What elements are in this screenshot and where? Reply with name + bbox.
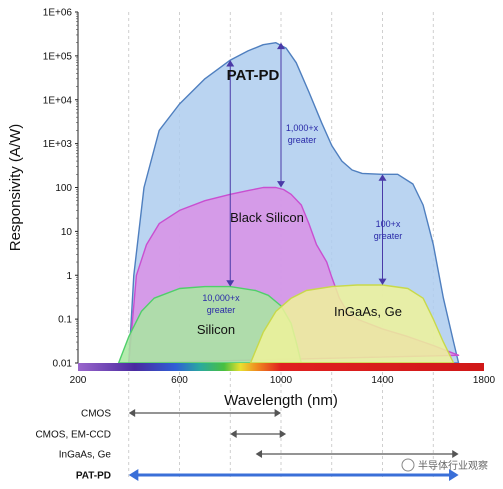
- x-tick-label: 200: [70, 375, 87, 386]
- ingaas-ge-range-label: InGaAs, Ge: [59, 450, 112, 461]
- y-tick-label: 0.01: [53, 359, 73, 370]
- annotation-label: greater: [374, 231, 403, 241]
- y-tick-label: 100: [55, 183, 72, 194]
- y-tick-label: 1: [66, 271, 72, 282]
- cmos-em-ccd-range-label: CMOS, EM-CCD: [35, 430, 111, 441]
- ingaas-ge-curve: [249, 284, 455, 364]
- range-arrowhead: [279, 430, 287, 438]
- annotation-label: 100+x: [376, 219, 401, 229]
- watermark-logo-icon: [401, 458, 415, 472]
- ingaas-ge-label: InGaAs, Ge: [334, 304, 402, 319]
- range-arrowhead: [128, 409, 136, 417]
- range-arrowhead: [128, 469, 139, 481]
- x-tick-label: 1400: [371, 375, 394, 386]
- y-tick-label: 1E+05: [43, 51, 73, 62]
- pat-pd-label: PAT-PD: [227, 67, 280, 84]
- y-tick-label: 0.1: [58, 315, 72, 326]
- annotation-arrowhead: [226, 280, 235, 287]
- y-tick-label: 1E+03: [43, 139, 73, 150]
- watermark-text: 半导体行业观察: [418, 459, 488, 472]
- y-tick-label: 1E+06: [43, 8, 73, 19]
- pat-pd-range-label: PAT-PD: [76, 471, 111, 482]
- y-axis-label: Responsivity (A/W): [7, 124, 24, 252]
- y-tick-label: 10: [61, 227, 73, 238]
- range-arrowhead: [274, 409, 281, 417]
- x-tick-label: 1000: [270, 375, 293, 386]
- annotation-arrowhead: [226, 60, 235, 67]
- y-tick-label: 1E+04: [43, 95, 73, 106]
- axes: 0.01 0.1 1 10 100 1E+03 1E+04 1E+05 1E+06 200 600 1…: [7, 8, 496, 410]
- annotation-label: greater: [207, 305, 236, 315]
- region-labels: PAT-PD Black Silicon Silicon InGaAs, Ge: [197, 67, 402, 337]
- x-axis-label: Wavelength (nm): [224, 392, 338, 409]
- annotation-label: greater: [288, 135, 317, 145]
- annotations: 1,000+x greater 100+x greater 10,000+x greate…: [202, 42, 403, 315]
- annotation-label: 10,000+x: [202, 293, 240, 303]
- range-arrowhead: [449, 469, 459, 481]
- annotation-arrowhead: [277, 42, 285, 50]
- x-tick-label: 1800: [473, 375, 496, 386]
- range-arrowhead: [255, 450, 263, 458]
- range-arrowhead: [452, 450, 459, 458]
- wavelength-spectrum-bar: [78, 363, 484, 371]
- curve-areas: [117, 42, 460, 364]
- cmos-range-label: CMOS: [81, 409, 111, 420]
- annotation-arrowhead: [277, 181, 285, 188]
- black-silicon-label: Black Silicon: [230, 210, 304, 225]
- silicon-label: Silicon: [197, 322, 235, 337]
- detector-ranges: CMOS CMOS, EM-CCD InGaAs, Ge PAT-PD: [35, 409, 459, 482]
- x-tick-label: 600: [171, 375, 188, 386]
- annotation-arrowhead: [378, 278, 387, 285]
- range-arrowhead: [230, 430, 237, 438]
- annotation-label: 1,000+x: [286, 123, 319, 133]
- annotation-arrowhead: [378, 174, 387, 181]
- watermark: 半导体行业观察: [401, 458, 488, 472]
